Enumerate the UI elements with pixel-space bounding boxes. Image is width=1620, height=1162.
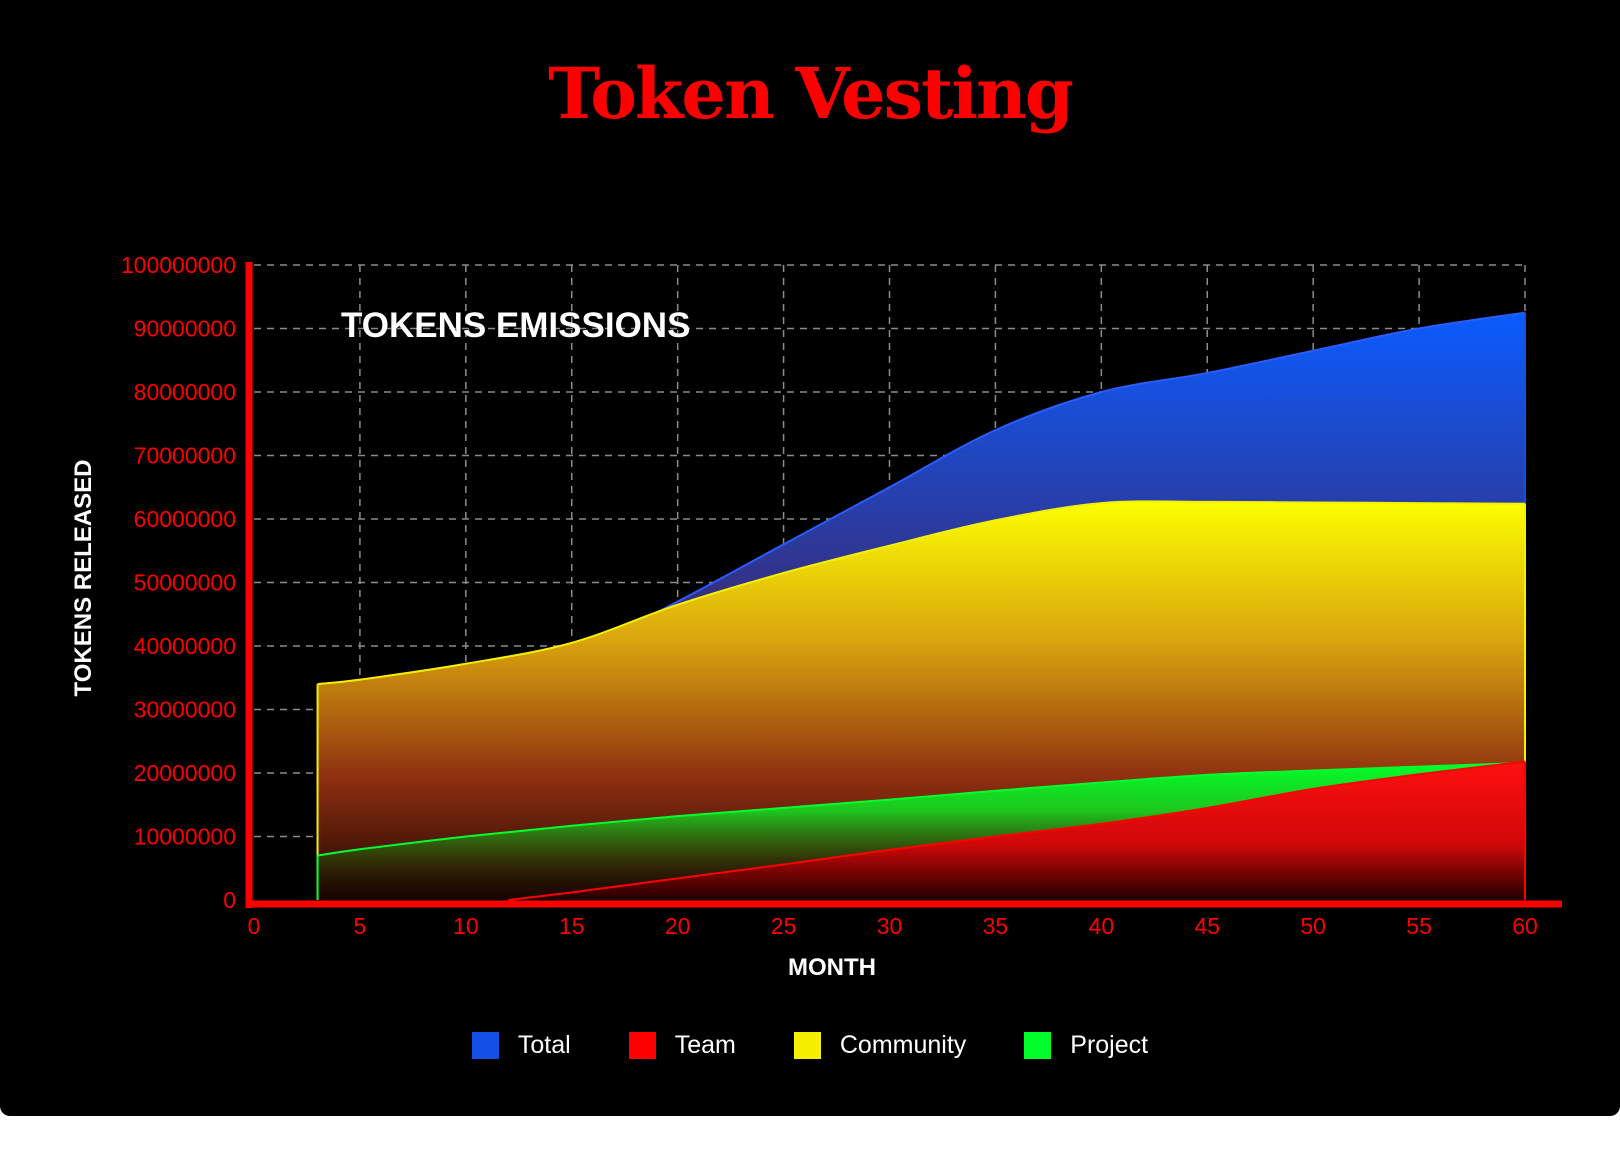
series-line-team — [508, 760, 1526, 901]
y-tick-label: 30000000 — [134, 697, 236, 723]
legend-label: Community — [839, 1030, 967, 1059]
legend-swatch — [628, 1031, 656, 1059]
y-tick-label: 40000000 — [134, 633, 236, 659]
x-tick-label: 30 — [877, 913, 903, 939]
y-tick-label: 60000000 — [134, 506, 236, 532]
chart-subtitle: TOKENS EMISSIONS — [341, 306, 690, 345]
x-tick-label: 55 — [1406, 913, 1432, 939]
legend-swatch — [471, 1031, 499, 1059]
y-tick-label: 100000000 — [121, 252, 236, 278]
x-tick-label: 15 — [559, 913, 585, 939]
series-areas — [316, 311, 1526, 901]
y-tick-label: 10000000 — [134, 824, 236, 850]
tick-labels: 0 10000000 20000000 30000000 40000000 5000000… — [121, 252, 1538, 939]
legend-label: Team — [674, 1030, 736, 1059]
series-line-project — [317, 761, 1526, 857]
x-tick-label: 50 — [1300, 913, 1326, 939]
x-tick-label: 40 — [1089, 913, 1115, 939]
y-tick-label: 20000000 — [134, 760, 236, 786]
legend-swatch — [1024, 1031, 1052, 1059]
y-tick-label: 50000000 — [134, 570, 236, 596]
legend-item-total[interactable]: Total — [471, 1030, 571, 1060]
legend: Total Team Community Project — [0, 1025, 1620, 1065]
axes — [245, 262, 1562, 908]
x-tick-label: 25 — [771, 913, 797, 939]
legend-label: Total — [517, 1030, 571, 1059]
y-tick-label: 0 — [223, 887, 236, 913]
x-tick-label: 0 — [248, 913, 261, 939]
series-area-team — [508, 761, 1525, 900]
series-line-community — [317, 500, 1526, 686]
x-tick-label: 35 — [983, 913, 1009, 939]
x-tick-label: 5 — [354, 913, 367, 939]
x-tick-label: 10 — [453, 913, 479, 939]
chart-title: Token Vesting — [548, 52, 1074, 135]
x-tick-label: 45 — [1194, 913, 1220, 939]
chart-plot: 0 10000000 20000000 30000000 40000000 5000000… — [70, 252, 1562, 981]
legend-item-team[interactable]: Team — [628, 1030, 736, 1060]
x-tick-label: 60 — [1512, 913, 1538, 939]
y-axis-title: TOKENS RELEASED — [70, 460, 97, 697]
x-axis-title: MONTH — [788, 954, 876, 981]
chart-card: Token Vesting 0 10000000 20000000 30000000 4… — [0, 0, 1620, 1116]
legend-label: Project — [1070, 1030, 1149, 1059]
y-tick-label: 80000000 — [134, 379, 236, 405]
y-tick-label: 90000000 — [134, 316, 236, 342]
legend-item-project[interactable]: Project — [1024, 1031, 1148, 1060]
legend-swatch — [793, 1031, 821, 1059]
x-tick-label: 20 — [665, 913, 691, 939]
legend-item-community[interactable]: Community — [793, 1030, 967, 1060]
y-tick-label: 70000000 — [134, 443, 236, 469]
